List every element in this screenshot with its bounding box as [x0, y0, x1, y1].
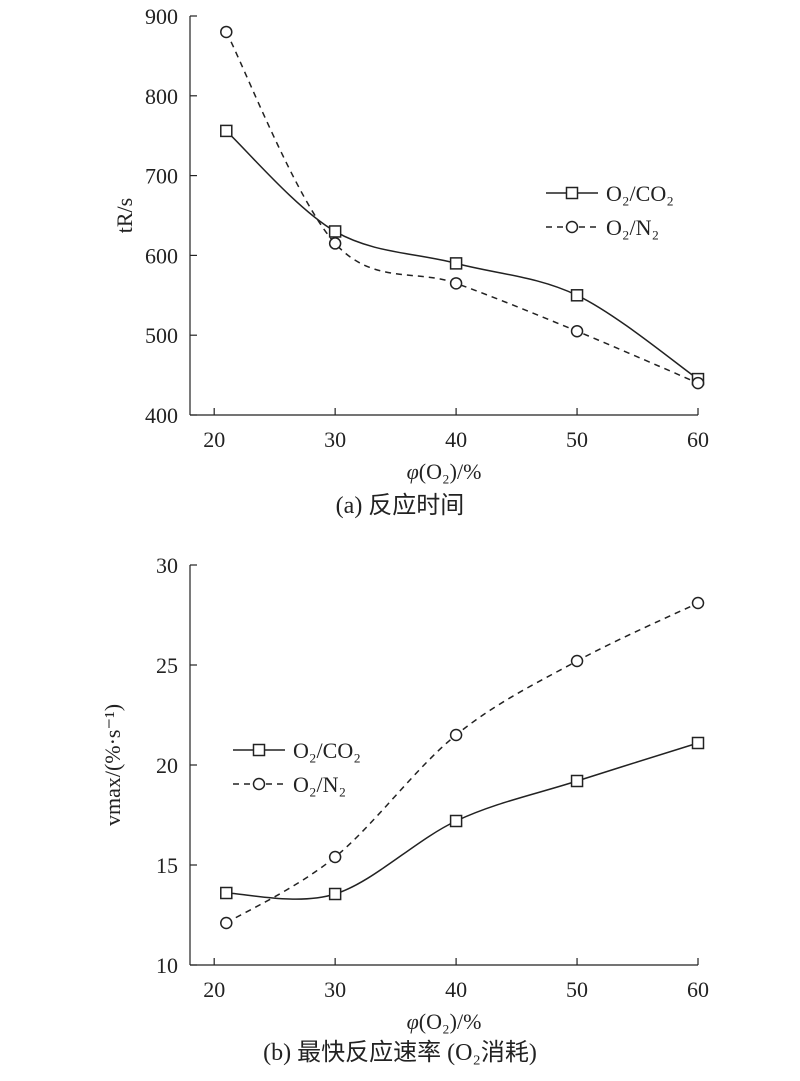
data-point-circle	[570, 324, 584, 338]
legend-marker-square	[565, 186, 579, 200]
legend-marker-circle	[252, 777, 266, 791]
x-tick-label: 60	[687, 977, 709, 1002]
y-tick-label: 700	[145, 164, 178, 189]
x-tick-label: 30	[324, 427, 346, 452]
y-tick-label: 15	[156, 853, 178, 878]
data-point-square	[328, 225, 342, 238]
y-tick-label: 400	[145, 403, 178, 428]
data-point-square	[449, 814, 463, 828]
y-tick-label: 20	[156, 753, 178, 778]
y-tick-label: 800	[145, 84, 178, 109]
data-point-circle	[220, 916, 233, 930]
data-point-square	[570, 774, 584, 788]
x-tick-label: 60	[687, 427, 709, 452]
x-tick-label: 50	[566, 427, 588, 452]
x-axis-label: φ(O₂)/%	[407, 459, 482, 484]
legend-label: O₂/CO₂	[606, 181, 674, 206]
x-tick-label: 50	[566, 977, 588, 1002]
data-point-circle	[449, 277, 463, 290]
x-tick-label: 20	[203, 427, 225, 452]
x-axis-label-unit: (O₂)/%	[419, 459, 482, 484]
data-point-circle	[691, 596, 705, 610]
chart-panel-a: 400 500 600 700 800 900 20 30 40 50 60 φ(O₂)/% tR/s (…	[112, 4, 709, 519]
x-tick-label: 30	[324, 977, 346, 1002]
data-point-circle	[570, 654, 584, 668]
x-axis-label-unit: (O₂)/%	[419, 1009, 482, 1034]
data-point-circle	[691, 376, 705, 390]
series-line-o2-co2	[225, 130, 699, 380]
data-point-circle	[449, 728, 463, 742]
y-axis-label: vmax/(%·s⁻¹)	[100, 704, 125, 826]
y-tick-label: 900	[145, 4, 178, 29]
data-point-circle	[328, 237, 342, 250]
chart-panel-b: 10 15 20 25 30 20 30 40 50 60 φ(O₂)/% vmax/(%·s⁻¹) (…	[100, 553, 709, 1066]
x-axis-label-symbol: φ	[407, 1009, 419, 1034]
y-tick-label: 25	[156, 653, 178, 678]
y-tick-label: 30	[156, 553, 178, 578]
data-point-square	[328, 887, 342, 901]
legend-label: O₂/CO₂	[293, 738, 361, 763]
y-tick-label: 500	[145, 323, 178, 348]
chart-caption: (a) 反应时间	[336, 492, 465, 519]
series-line-o2-n2	[225, 31, 699, 384]
data-point-square	[220, 124, 233, 138]
data-point-square	[570, 289, 584, 302]
x-axis-label-symbol: φ	[407, 459, 419, 484]
data-point-circle	[328, 850, 342, 864]
x-tick-label: 20	[203, 977, 225, 1002]
legend-label: O₂/N₂	[293, 772, 346, 797]
x-tick-label: 40	[445, 427, 467, 452]
legend-label: O₂/N₂	[606, 215, 659, 240]
legend-marker-circle	[565, 220, 579, 234]
y-tick-label: 600	[145, 243, 178, 268]
x-tick-label: 40	[445, 977, 467, 1002]
x-axis-label: φ(O₂)/%	[407, 1009, 482, 1034]
data-point-square	[220, 886, 233, 900]
legend-marker-square	[252, 743, 266, 757]
y-tick-label: 10	[156, 953, 178, 978]
data-point-square	[691, 736, 705, 750]
chart-caption: (b) 最快反应速率 (O₂消耗)	[263, 1039, 537, 1066]
data-point-square	[449, 257, 463, 270]
y-axis-label: tR/s	[112, 198, 137, 233]
series-line-o2-n2	[225, 602, 699, 924]
data-point-circle	[220, 25, 233, 39]
